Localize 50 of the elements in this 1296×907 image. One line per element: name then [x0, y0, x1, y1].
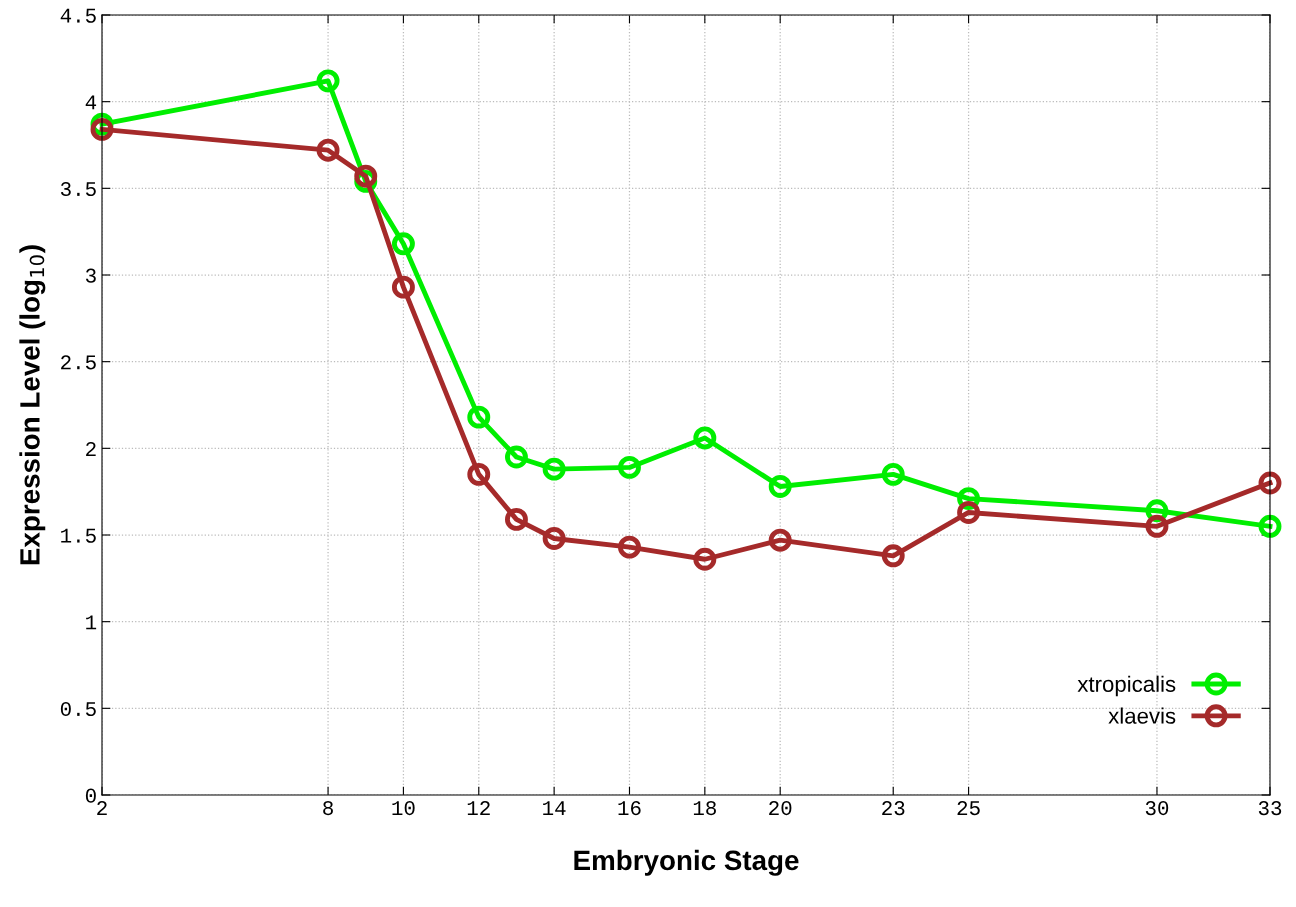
point: [391, 232, 415, 256]
x-tick-label: 33: [1258, 801, 1282, 816]
x-tick-label: 30: [1145, 801, 1169, 816]
y-tick-label: 2: [86, 441, 96, 456]
x-tick-label: 8: [323, 801, 333, 816]
point: [618, 455, 641, 479]
point: [881, 544, 905, 568]
y-tick-label: 3: [85, 268, 96, 283]
point: [467, 405, 491, 429]
x-tick-label: 12: [467, 801, 490, 815]
point: [504, 445, 528, 469]
point: [354, 164, 378, 188]
x-tick-label: 16: [618, 801, 641, 816]
point: [768, 528, 792, 552]
y-tick-label: 1: [86, 615, 97, 630]
x-tick-label: 20: [769, 801, 792, 816]
y-tick-label: 4.5: [60, 8, 96, 23]
y-tick-label: 3.5: [60, 181, 96, 197]
point: [768, 475, 792, 498]
y-axis-title: Expression Level (log$_{10}$): [19, 245, 46, 565]
x-tick-label: 18: [693, 801, 716, 816]
x-tick-label: 14: [543, 801, 566, 815]
y-tick-label: 1.5: [61, 528, 96, 543]
point: [316, 69, 340, 93]
point: [1145, 514, 1169, 538]
point: [957, 501, 981, 524]
point: [693, 426, 717, 450]
legend-label: xtropicalis: [1077, 675, 1176, 697]
point: [881, 462, 905, 486]
x-tick-label: 25: [957, 801, 980, 816]
x-tick-label: 23: [882, 801, 905, 816]
point: [542, 527, 566, 550]
y-tick-label: 0.5: [60, 701, 96, 717]
point: [1258, 514, 1282, 538]
x-axis-title: Embryonic Stage: [574, 849, 799, 876]
y-tick-label: 2.5: [61, 355, 96, 370]
y-tick-label: 0: [85, 788, 96, 803]
point: [90, 117, 114, 141]
point: [316, 138, 340, 162]
point: [504, 507, 528, 531]
point: [467, 462, 491, 486]
x-tick-label: 10: [392, 801, 415, 816]
legend-label: xlaevis: [1108, 707, 1176, 724]
y-tick-label: 4: [85, 95, 97, 110]
point: [1258, 471, 1282, 495]
point: [693, 547, 717, 571]
point: [391, 275, 415, 299]
point: [542, 457, 566, 481]
x-tick-label: 2: [97, 801, 107, 815]
point: [618, 535, 641, 559]
